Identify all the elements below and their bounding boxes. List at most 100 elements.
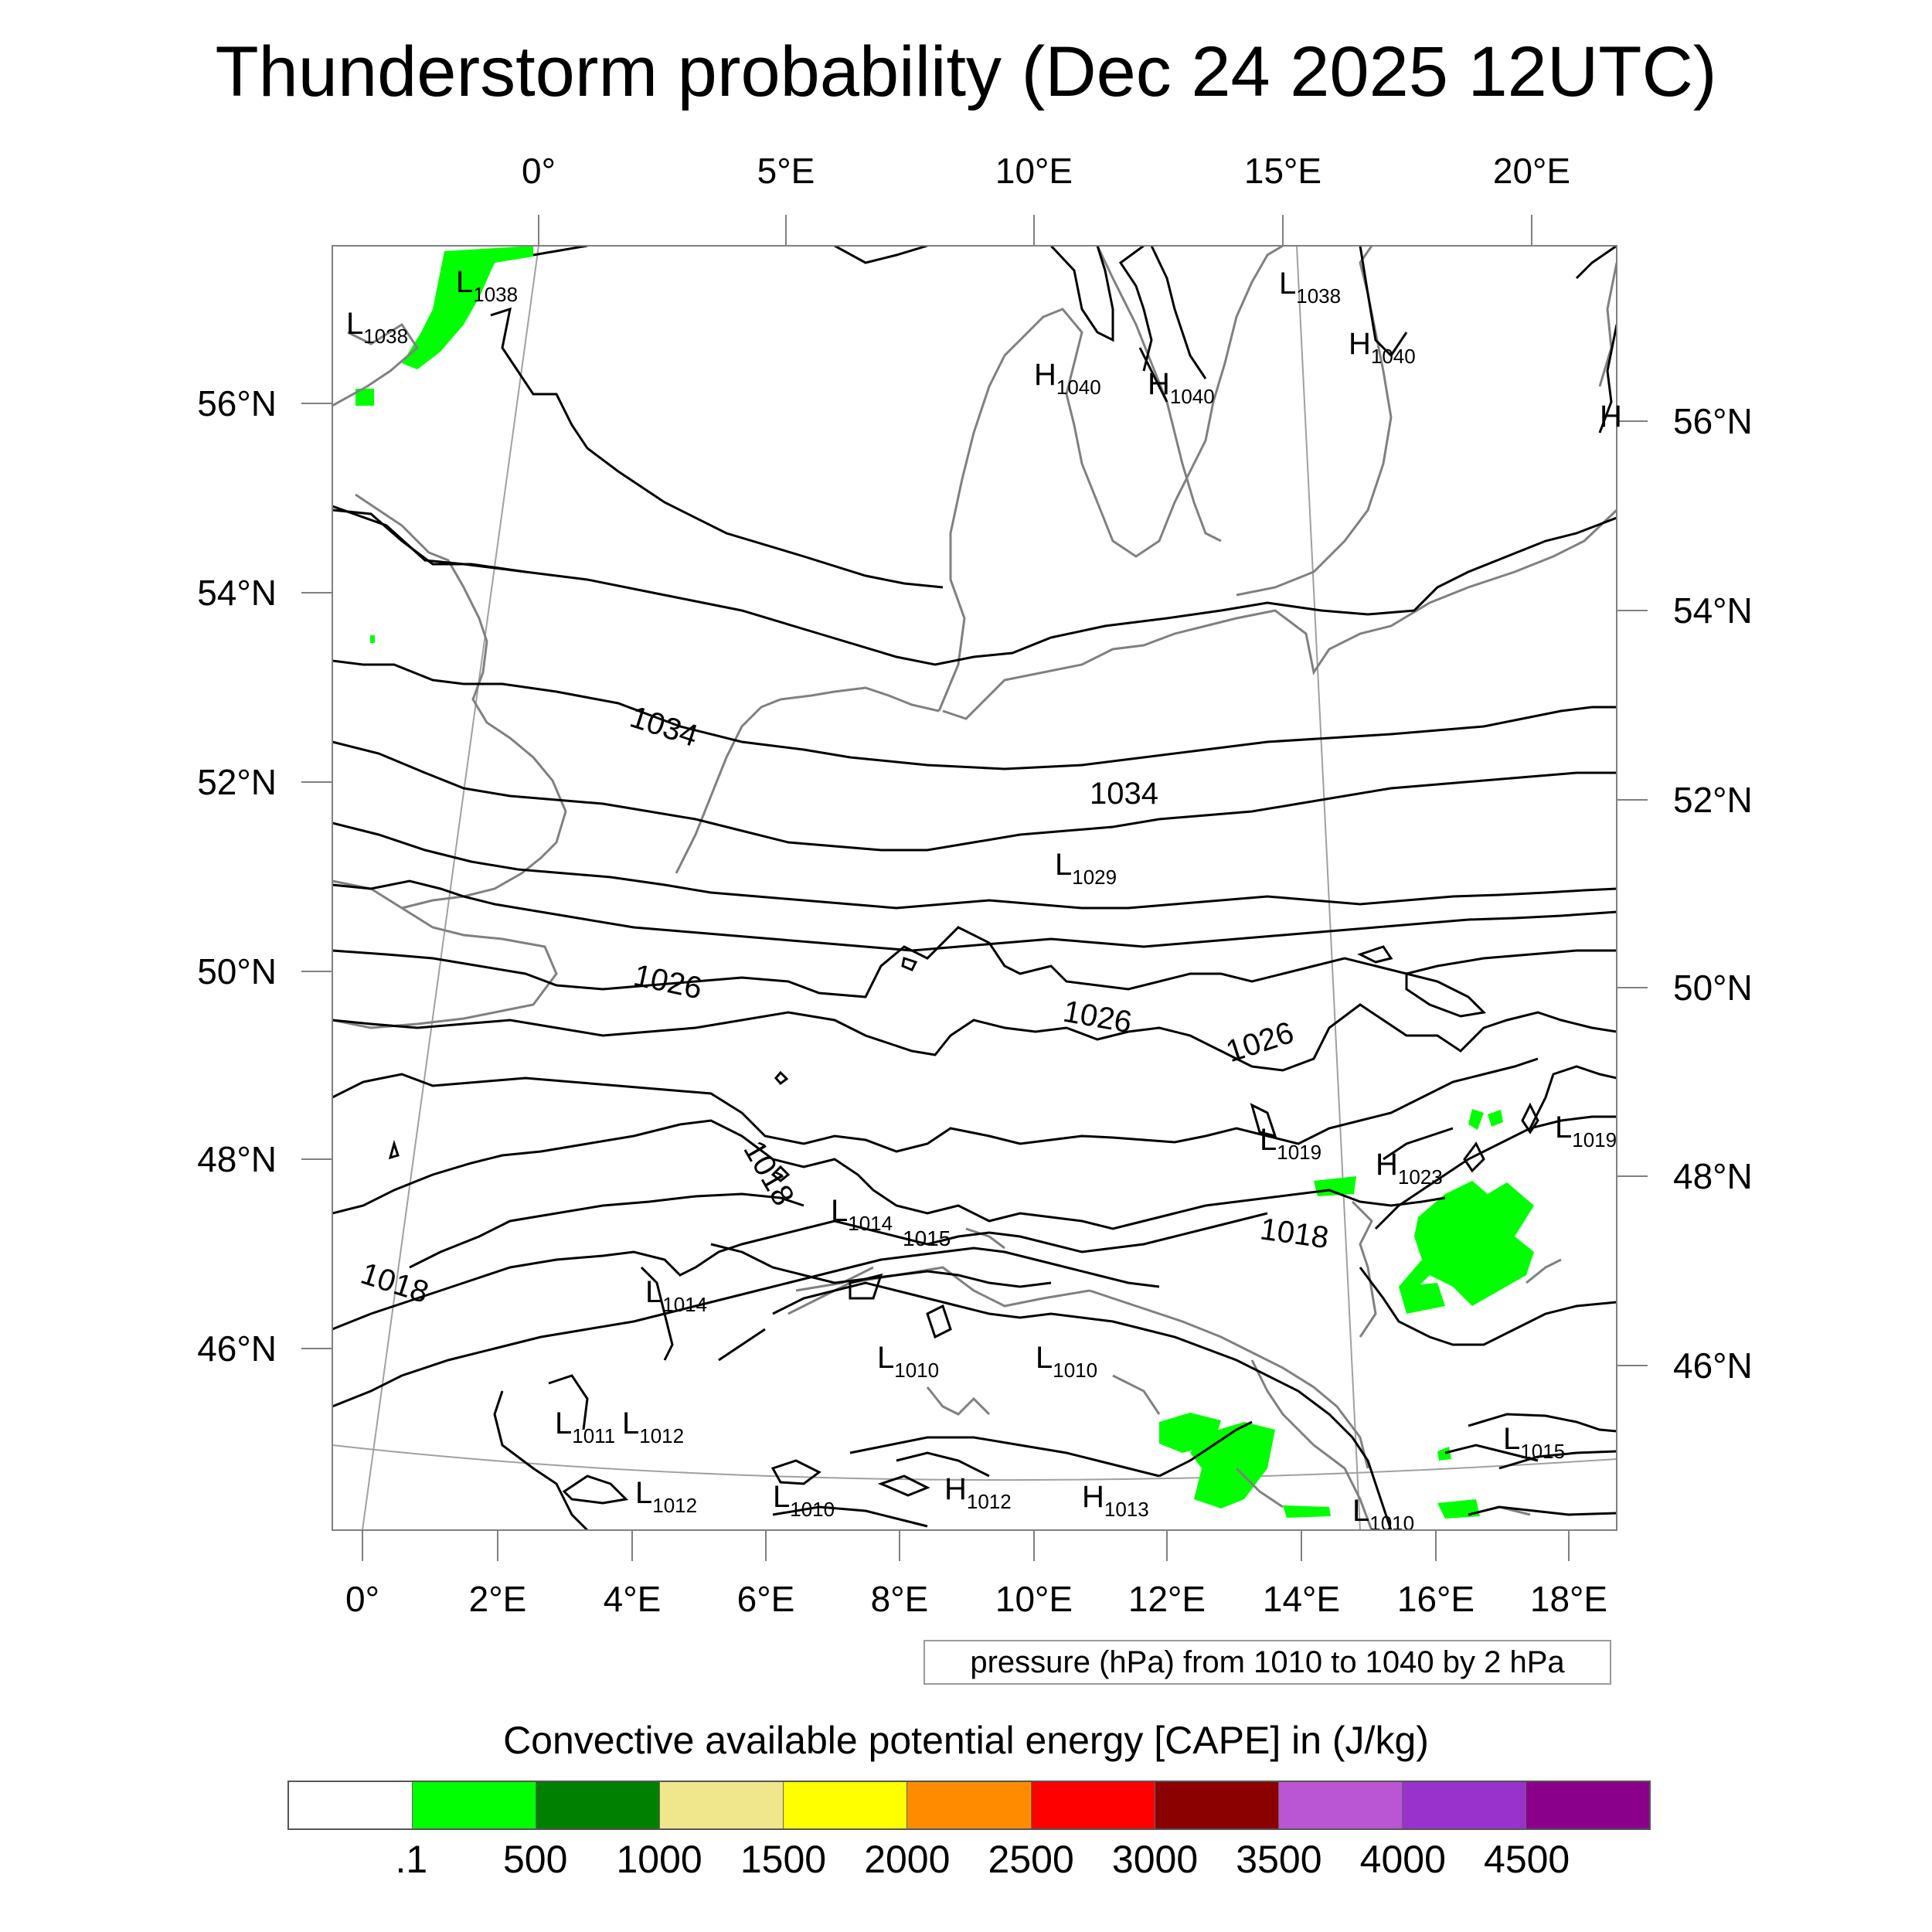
cape-legend-title: Convective available potential energy [C… <box>503 1719 1429 1762</box>
pressure-center: L1029 <box>1055 848 1117 889</box>
cape-area-slovakia-2 <box>1488 1110 1503 1127</box>
isobar-label-1034-b: 1034 <box>1090 777 1158 811</box>
cape-colorbar <box>287 1781 1651 1830</box>
left-tick-label: 48°N <box>197 1139 277 1179</box>
left-tick-label: 54°N <box>197 573 277 613</box>
right-tick-label: 56°N <box>1673 401 1753 441</box>
bottom-tick-label: 4°E <box>604 1579 662 1619</box>
right-tick-label: 54°N <box>1673 590 1753 631</box>
colorbar-swatch <box>1031 1782 1155 1828</box>
bottom-tick-label: 8°E <box>871 1579 929 1619</box>
bottom-tick-label: 12°E <box>1128 1579 1206 1619</box>
pressure-center: L1019 <box>1260 1123 1321 1164</box>
isobar-label-1026-a: 1026 <box>631 958 705 1006</box>
bottom-tick-label: 6°E <box>737 1579 795 1619</box>
cape-area-north-sea <box>402 246 533 369</box>
left-axis-labels: 56°N 54°N 52°N 50°N 48°N 46°N <box>197 383 277 1369</box>
colorbar-swatch <box>907 1782 1032 1828</box>
pressure-center: H1012 <box>944 1472 1012 1513</box>
right-tick-label: 48°N <box>1673 1156 1753 1196</box>
cape-area-speck-2 <box>1437 1447 1451 1461</box>
right-tick-label: 52°N <box>1673 780 1753 820</box>
pressure-center-edge: H <box>1600 400 1622 434</box>
cape-area-coast <box>355 389 374 406</box>
bottom-axis-labels: 0° 2°E 4°E 6°E 8°E 10°E 12°E 14°E 16°E 1… <box>345 1579 1607 1619</box>
pressure-center: L1014 <box>645 1275 707 1316</box>
isobar-label-1026-b: 1026 <box>1060 995 1134 1040</box>
pressure-center: L1012 <box>622 1406 684 1447</box>
colorbar-label: 2500 <box>988 1838 1074 1881</box>
right-tick-label: 50°N <box>1673 968 1753 1008</box>
pressure-center: L1015 <box>1503 1422 1565 1463</box>
pressure-center: H1040 <box>1349 327 1416 368</box>
colorbar-swatch <box>1278 1782 1403 1828</box>
cape-area-croatia <box>1283 1505 1331 1518</box>
cape-area-speck <box>370 635 375 643</box>
pressure-center: L1010 <box>773 1480 835 1521</box>
pressure-centers: L1038 L1038 L1038 H1040 H1040 H1040 L102… <box>346 265 1617 1535</box>
pressure-note: pressure (hPa) from 1010 to 1040 by 2 hP… <box>923 1640 1611 1685</box>
pressure-center: L1011 <box>555 1406 615 1447</box>
bottom-tick-label: 10°E <box>995 1579 1073 1619</box>
colorbar-label: 500 <box>503 1838 568 1881</box>
pressure-center: L1010 <box>1352 1494 1414 1535</box>
colorbar-swatch <box>413 1782 537 1828</box>
plot-frame <box>332 245 1617 1531</box>
bottom-tick-label: 18°E <box>1530 1579 1607 1619</box>
pressure-center: L1038 <box>346 307 408 348</box>
top-tick-label: 5°E <box>757 151 815 191</box>
right-axis-labels: 56°N 54°N 52°N 50°N 48°N 46°N <box>1673 401 1753 1386</box>
colorbar-swatch <box>1526 1782 1650 1828</box>
colorbar-label: 4000 <box>1359 1838 1446 1881</box>
pressure-center: L1038 <box>456 265 518 306</box>
pressure-center: L1010 <box>1036 1341 1097 1382</box>
isobar-label-1018-b: 1018 <box>1258 1212 1331 1255</box>
isobars <box>332 246 1617 1530</box>
top-tick-label: 10°E <box>995 151 1073 191</box>
colorbar-label: 1500 <box>740 1838 827 1881</box>
colorbar-swatch <box>1402 1782 1526 1828</box>
colorbar-label: 4500 <box>1484 1838 1570 1881</box>
colorbar-label: 2000 <box>864 1838 951 1881</box>
bottom-tick-label: 16°E <box>1397 1579 1475 1619</box>
cape-area-serbia <box>1437 1499 1480 1519</box>
colorbar-swatch <box>784 1782 908 1828</box>
left-tick-label: 56°N <box>197 383 277 423</box>
isobar-label-1018-c: 1018 <box>357 1257 433 1310</box>
cape-area-istria <box>1190 1422 1275 1509</box>
top-tick-label: 0° <box>522 151 556 191</box>
colorbar-swatch <box>289 1782 413 1828</box>
colorbar-label: 3500 <box>1236 1838 1322 1881</box>
cape-area-hungary <box>1399 1283 1445 1314</box>
colorbar-label: .1 <box>395 1838 428 1881</box>
pressure-center: L1019 <box>1555 1111 1617 1151</box>
graticule <box>332 246 1617 1530</box>
pressure-center: H1013 <box>1082 1480 1149 1521</box>
pressure-center: H1040 <box>1034 358 1101 399</box>
top-tick-label: 15°E <box>1244 151 1321 191</box>
isobar-label-1015: 1015 <box>903 1226 951 1250</box>
isobar-label-1034-a: 1034 <box>626 700 702 753</box>
coastlines <box>332 246 1617 1530</box>
colorbar-swatch <box>660 1782 784 1828</box>
isobar-label-1018-a: 1018 <box>736 1135 801 1212</box>
top-axis-labels: 0° 5°E 10°E 15°E 20°E <box>522 151 1570 191</box>
pressure-center: L1010 <box>877 1341 939 1382</box>
colorbar-label: 3000 <box>1111 1838 1199 1881</box>
bottom-tick-label: 0° <box>345 1579 379 1619</box>
cape-area-slovakia-1 <box>1468 1109 1484 1130</box>
cape-areas <box>355 246 1534 1519</box>
left-tick-label: 52°N <box>197 762 277 802</box>
right-tick-label: 46°N <box>1673 1345 1753 1386</box>
colorbar-swatch <box>536 1782 661 1828</box>
top-tick-label: 20°E <box>1493 151 1570 191</box>
pressure-center: L1038 <box>1279 267 1341 308</box>
pressure-center: L1014 <box>831 1194 893 1235</box>
cape-area-carpathians <box>1399 1181 1534 1306</box>
pressure-center: H1023 <box>1376 1148 1443 1189</box>
left-tick-label: 50°N <box>197 951 277 992</box>
pressure-center: L1012 <box>635 1476 697 1517</box>
bottom-tick-label: 14°E <box>1263 1579 1340 1619</box>
bottom-tick-label: 2°E <box>469 1579 527 1619</box>
